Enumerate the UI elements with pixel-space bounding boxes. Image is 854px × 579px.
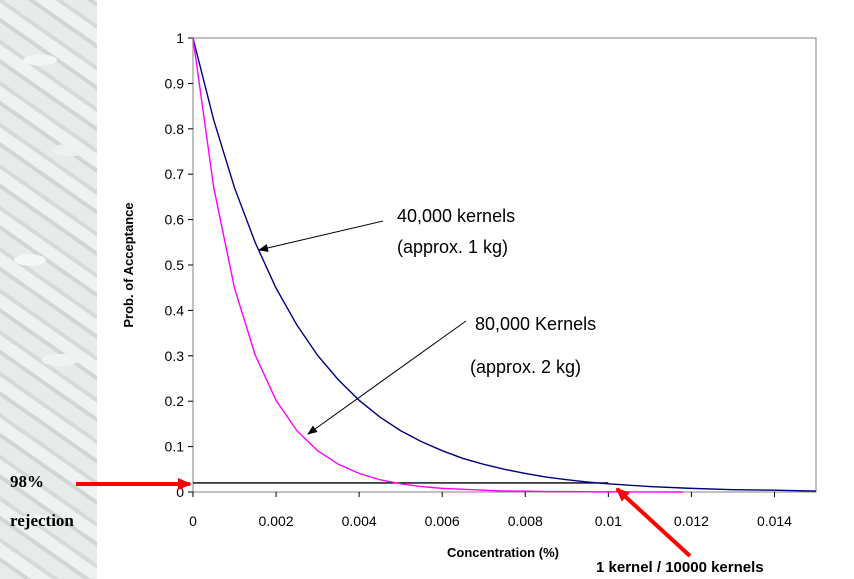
x-tick-label: 0.012 xyxy=(674,513,709,529)
annotation-40k-line2: (approx. 1 kg) xyxy=(397,237,508,257)
annotation-40k-line1: 40,000 kernels xyxy=(397,206,515,226)
kernel-ratio-red-arrow xyxy=(615,487,692,558)
annotation-40k-arrow xyxy=(258,220,384,252)
x-tick-label: 0.006 xyxy=(425,513,460,529)
y-tick-label: 0 xyxy=(176,484,184,500)
x-tick-label: 0 xyxy=(189,513,197,529)
y-tick-label: 0.2 xyxy=(165,393,185,409)
y-tick-label: 0.5 xyxy=(165,257,185,273)
rejection-label-line1: 98% xyxy=(10,472,44,491)
y-tick-label: 0.8 xyxy=(165,121,185,137)
x-tick-label: 0.01 xyxy=(595,513,622,529)
annotation-80k-arrow xyxy=(307,320,467,435)
y-axis-title: Prob. of Acceptance xyxy=(121,202,136,327)
x-tick-label: 0.002 xyxy=(259,513,294,529)
plot-area xyxy=(192,37,817,493)
x-tick-label: 0.014 xyxy=(757,513,792,529)
annotation-80k-line2: (approx. 2 kg) xyxy=(470,357,581,377)
y-tick-label: 1 xyxy=(176,30,184,46)
y-tick-label: 0.1 xyxy=(165,439,185,455)
x-tick-label: 0.004 xyxy=(342,513,377,529)
y-axis-ticks: 0 0.1 0.2 0.3 0.4 0.5 0.6 0.7 0.8 0.9 1 xyxy=(165,30,193,500)
x-axis-ticks: 0 0.002 0.004 0.006 0.008 0.01 0.012 0.014 xyxy=(189,492,792,529)
series-80000-kernels-line xyxy=(192,37,684,493)
series-40000-kernels-line xyxy=(192,37,817,492)
rejection-label-line2: rejection xyxy=(10,511,74,530)
y-tick-label: 0.3 xyxy=(165,348,185,364)
y-tick-label: 0.6 xyxy=(165,212,185,228)
x-axis-title: Concentration (%) xyxy=(447,545,559,560)
kernel-ratio-label: 1 kernel / 10000 kernels xyxy=(596,559,764,576)
series-group xyxy=(192,37,817,493)
annotation-80k-line1: 80,000 Kernels xyxy=(475,314,596,334)
y-tick-label: 0.7 xyxy=(165,166,185,182)
y-tick-label: 0.9 xyxy=(165,75,185,91)
y-tick-label: 0.4 xyxy=(165,302,185,318)
x-tick-label: 0.008 xyxy=(508,513,543,529)
